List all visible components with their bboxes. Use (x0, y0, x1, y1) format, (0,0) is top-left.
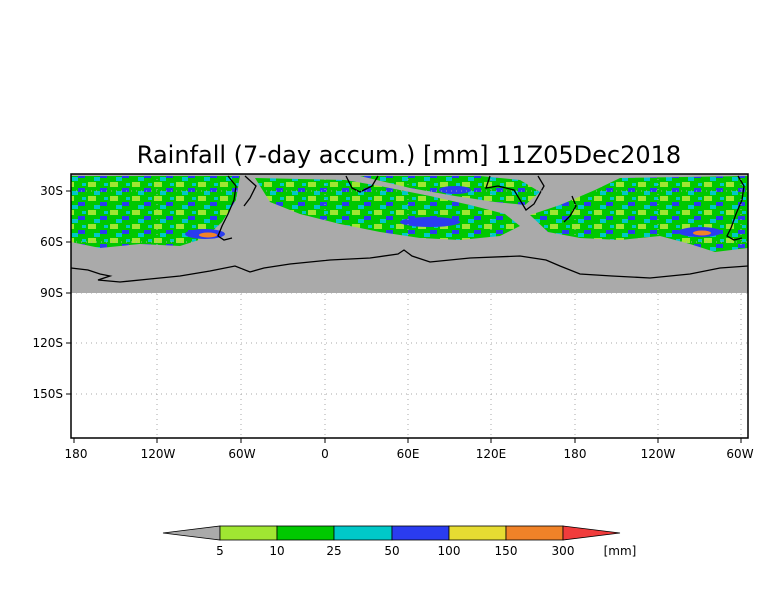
colorbar-label-150: 150 (495, 544, 518, 558)
coastline-south-america (217, 175, 237, 241)
lon-label-180-2: 180 (564, 447, 587, 461)
lat-label-90s: 90S (40, 286, 63, 300)
lat-label-30s: 30S (40, 184, 63, 198)
heavy-core-west-2 (199, 232, 217, 238)
colorbar-swatch-50-100 (391, 525, 450, 541)
lat-tick-labels: 30S 60S 90S 120S 150S (32, 184, 63, 401)
grid-lines (71, 174, 748, 438)
colorbar-label-300: 300 (552, 544, 575, 558)
coastline-new-zealand (563, 195, 577, 223)
heavy-core-east-2 (693, 230, 711, 236)
coastline-south-america-east (243, 175, 257, 207)
lon-tick-labels: 180 120W 60W 0 60E 120E 180 120W 60W (65, 447, 754, 461)
core-central (400, 217, 460, 227)
plot-frame (70, 173, 749, 439)
colorbar (162, 525, 621, 541)
lon-label-60w-2: 60W (726, 447, 753, 461)
lon-label-120w-2: 120W (641, 447, 676, 461)
lon-label-120w: 120W (141, 447, 176, 461)
colorbar-label-50: 50 (384, 544, 399, 558)
lat-label-60s: 60S (40, 235, 63, 249)
lon-label-60w: 60W (228, 447, 255, 461)
core-indian (439, 186, 471, 194)
coastline-antarctica (71, 249, 748, 283)
lat-label-120s: 120S (32, 336, 63, 350)
plot-area: 30S 60S 90S 120S 150S 180 120W 60W 0 60E… (32, 173, 754, 461)
lon-label-180: 180 (65, 447, 88, 461)
coastline-africa (345, 175, 379, 193)
rainfall-field (71, 174, 748, 293)
tick-marks (66, 190, 742, 443)
colorbar-label-5: 5 (216, 544, 224, 558)
lon-label-120e: 120E (476, 447, 507, 461)
colorbar-label-100: 100 (438, 544, 461, 558)
colorbar-under-triangle (162, 525, 221, 541)
coastline-australia (485, 175, 545, 211)
colorbar-unit: [mm] (604, 544, 637, 558)
lon-label-0: 0 (321, 447, 329, 461)
colorbar-over-triangle (562, 525, 621, 541)
colorbar-swatch-100-150 (448, 525, 507, 541)
colorbar-swatch-25-50 (333, 525, 393, 541)
lon-label-60e: 60E (397, 447, 420, 461)
colorbar-label-10: 10 (269, 544, 284, 558)
colorbar-label-25: 25 (326, 544, 341, 558)
colorbar-swatch-5-10 (219, 525, 278, 541)
lat-label-150s: 150S (32, 387, 63, 401)
colorbar-labels: 5 10 25 50 100 150 300 [mm] (216, 544, 636, 558)
colorbar-swatch-10-25 (276, 525, 335, 541)
coastline-south-america-repeat (726, 175, 745, 241)
colorbar-swatch-150-300 (505, 525, 564, 541)
map-title: Rainfall (7-day accum.) [mm] 11Z05Dec201… (137, 141, 681, 169)
